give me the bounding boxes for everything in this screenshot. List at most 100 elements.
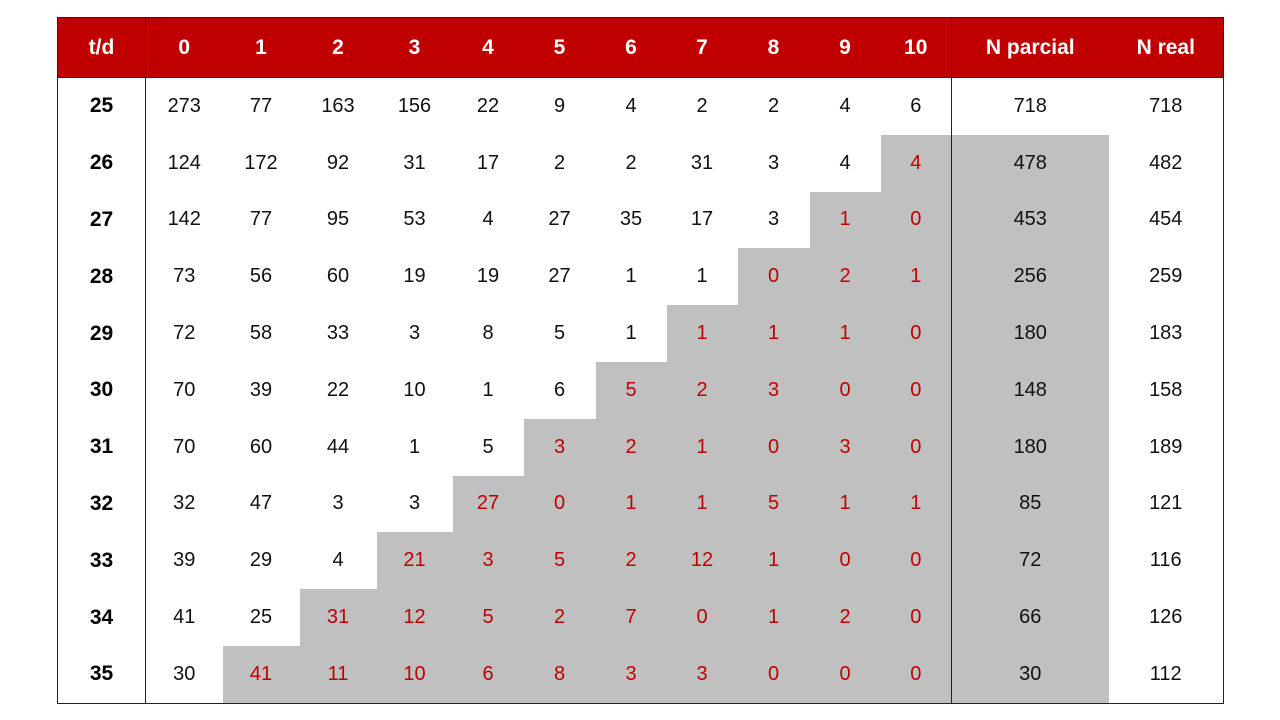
value-cell: 1 xyxy=(666,418,738,476)
value-cell: 1 xyxy=(595,475,667,533)
header-cell-4: 4 xyxy=(452,17,524,78)
value-cell: 0 xyxy=(880,418,952,476)
value-cell: 3 xyxy=(376,475,453,533)
value-cell: 0 xyxy=(737,418,810,476)
value-cell: 72 xyxy=(145,305,223,362)
value-cell: 1 xyxy=(666,475,738,533)
table-row: 26 124 172 92 31 17 2 2 31 3 4 4 478 482 xyxy=(57,134,1224,192)
value-cell: 6 xyxy=(880,77,952,135)
value-cell: 4 xyxy=(809,134,881,192)
value-cell: 2 xyxy=(809,248,881,306)
value-cell: 1 xyxy=(666,248,738,306)
value-cell: 70 xyxy=(145,418,223,476)
value-cell: 39 xyxy=(145,532,223,590)
value-cell: 77 xyxy=(222,77,300,135)
value-cell: 44 xyxy=(299,418,377,476)
value-cell: 5 xyxy=(452,589,524,646)
value-cell: 27 xyxy=(523,248,596,306)
value-cell: 3 xyxy=(523,418,596,476)
value-cell: 27 xyxy=(452,475,524,533)
value-cell: 22 xyxy=(299,361,377,419)
value-cell: 1 xyxy=(737,305,810,362)
n-parcial-cell: 30 xyxy=(951,645,1109,704)
value-cell: 0 xyxy=(737,645,810,704)
n-parcial-cell: 453 xyxy=(951,191,1109,249)
table-row: 32 32 47 3 3 27 0 1 1 5 1 1 85 121 xyxy=(57,475,1224,533)
value-cell: 4 xyxy=(299,532,377,590)
value-cell: 1 xyxy=(737,589,810,646)
value-cell: 1 xyxy=(880,248,952,306)
value-cell: 7 xyxy=(595,589,667,646)
n-real-cell: 116 xyxy=(1108,532,1224,590)
header-cell-0: 0 xyxy=(145,17,223,78)
value-cell: 0 xyxy=(880,589,952,646)
table-row: 33 39 29 4 21 3 5 2 12 1 0 0 72 116 xyxy=(57,532,1224,590)
row-label-cell: 26 xyxy=(57,134,146,192)
value-cell: 2 xyxy=(809,589,881,646)
value-cell: 2 xyxy=(737,77,810,135)
table-row: 30 70 39 22 10 1 6 5 2 3 0 0 148 158 xyxy=(57,361,1224,419)
value-cell: 58 xyxy=(222,305,300,362)
value-cell: 0 xyxy=(809,361,881,419)
n-parcial-cell: 148 xyxy=(951,361,1109,419)
row-label-cell: 28 xyxy=(57,248,146,306)
row-label-cell: 30 xyxy=(57,361,146,419)
value-cell: 31 xyxy=(376,134,453,192)
value-cell: 3 xyxy=(376,305,453,362)
value-cell: 33 xyxy=(299,305,377,362)
value-cell: 5 xyxy=(523,532,596,590)
header-cell-n-real: N real xyxy=(1108,17,1224,78)
value-cell: 70 xyxy=(145,361,223,419)
value-cell: 47 xyxy=(222,475,300,533)
value-cell: 2 xyxy=(595,134,667,192)
value-cell: 12 xyxy=(666,532,738,590)
value-cell: 0 xyxy=(880,532,952,590)
value-cell: 25 xyxy=(222,589,300,646)
value-cell: 22 xyxy=(452,77,524,135)
value-cell: 60 xyxy=(222,418,300,476)
n-real-cell: 121 xyxy=(1108,475,1224,533)
value-cell: 12 xyxy=(376,589,453,646)
n-parcial-cell: 66 xyxy=(951,589,1109,646)
header-cell-n-parcial: N parcial xyxy=(951,17,1109,78)
value-cell: 60 xyxy=(299,248,377,306)
n-real-cell: 454 xyxy=(1108,191,1224,249)
value-cell: 6 xyxy=(523,361,596,419)
value-cell: 31 xyxy=(666,134,738,192)
value-cell: 124 xyxy=(145,134,223,192)
value-cell: 1 xyxy=(737,532,810,590)
n-parcial-cell: 180 xyxy=(951,305,1109,362)
table-container: t/d 0 1 2 3 4 5 6 7 8 9 10 N parcial N r… xyxy=(57,17,1224,704)
value-cell: 53 xyxy=(376,191,453,249)
value-cell: 19 xyxy=(452,248,524,306)
n-parcial-cell: 478 xyxy=(951,134,1109,192)
n-parcial-cell: 72 xyxy=(951,532,1109,590)
value-cell: 2 xyxy=(666,77,738,135)
header-cell-8: 8 xyxy=(737,17,810,78)
header-row: t/d 0 1 2 3 4 5 6 7 8 9 10 N parcial N r… xyxy=(57,17,1224,78)
value-cell: 31 xyxy=(299,589,377,646)
value-cell: 41 xyxy=(222,645,300,704)
header-cell-3: 3 xyxy=(376,17,453,78)
value-cell: 56 xyxy=(222,248,300,306)
value-cell: 1 xyxy=(452,361,524,419)
value-cell: 0 xyxy=(523,475,596,533)
value-cell: 172 xyxy=(222,134,300,192)
value-cell: 5 xyxy=(452,418,524,476)
value-cell: 4 xyxy=(452,191,524,249)
value-cell: 0 xyxy=(666,589,738,646)
n-real-cell: 158 xyxy=(1108,361,1224,419)
row-label-cell: 31 xyxy=(57,418,146,476)
value-cell: 6 xyxy=(452,645,524,704)
value-cell: 3 xyxy=(595,645,667,704)
n-real-cell: 482 xyxy=(1108,134,1224,192)
row-label-cell: 32 xyxy=(57,475,146,533)
value-cell: 0 xyxy=(880,645,952,704)
row-label-cell: 29 xyxy=(57,305,146,362)
value-cell: 73 xyxy=(145,248,223,306)
value-cell: 5 xyxy=(523,305,596,362)
value-cell: 2 xyxy=(595,532,667,590)
row-label-cell: 34 xyxy=(57,589,146,646)
value-cell: 2 xyxy=(595,418,667,476)
n-parcial-cell: 256 xyxy=(951,248,1109,306)
